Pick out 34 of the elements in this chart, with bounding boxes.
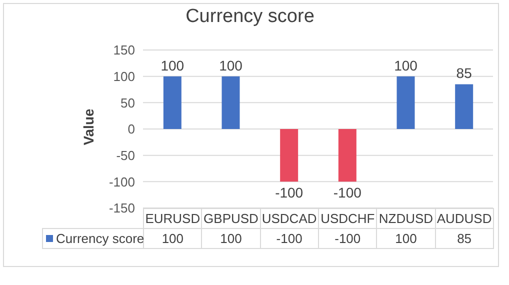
x-tick-label: EURUSD [144, 208, 202, 228]
text: 100 [144, 228, 202, 248]
text: 85 [435, 228, 494, 248]
y-tick-label: 0 [128, 122, 135, 137]
text: -100 [260, 228, 318, 248]
data-label: 85 [456, 65, 472, 82]
x-tick-label: GBPUSD [202, 208, 260, 228]
data-label: 100 [219, 57, 243, 74]
text: 100 [376, 228, 436, 248]
bar [163, 76, 182, 129]
y-axis-title: Value [80, 108, 96, 146]
data-label: 100 [160, 57, 184, 74]
y-tick-label: -150 [108, 200, 135, 216]
y-tick-label: 100 [113, 68, 135, 84]
data-label: -100 [333, 184, 362, 201]
x-tick-label: USDCHF [318, 208, 377, 228]
x-tick-label: USDCAD [260, 208, 318, 228]
bar [338, 129, 356, 182]
text: 100 [202, 228, 260, 248]
legend-label: Currency score [42, 228, 144, 248]
text: -100 [318, 228, 377, 248]
x-tick-label: NZDUSD [376, 208, 436, 228]
bar [222, 76, 240, 129]
bar [396, 76, 415, 129]
data-label: -100 [275, 184, 304, 201]
chart-title: Currency score [184, 6, 316, 28]
y-tick-label: 150 [113, 42, 135, 58]
y-tick-label: 50 [120, 95, 135, 110]
y-tick-label: -50 [116, 148, 135, 163]
bar [455, 84, 474, 129]
y-tick-label: -100 [108, 174, 135, 190]
x-tick-label: AUDUSD [435, 208, 494, 228]
data-label: 100 [394, 57, 418, 74]
bar [280, 129, 298, 182]
